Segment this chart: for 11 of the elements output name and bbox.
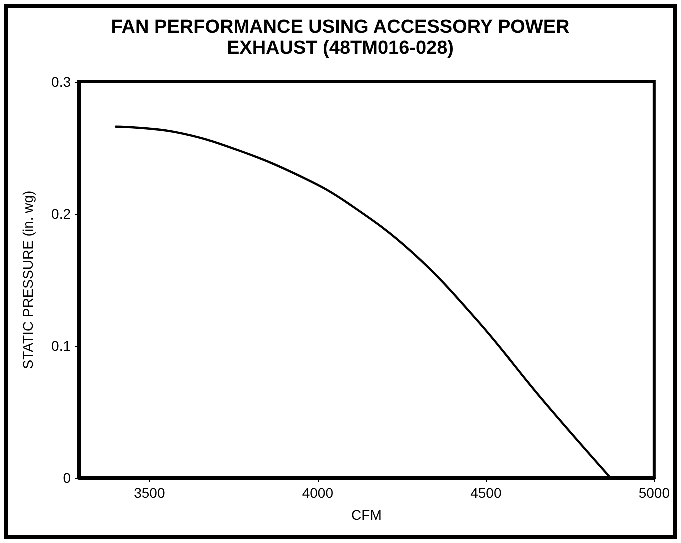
x-tick-label: 5000	[638, 485, 670, 501]
y-tick-label: 0.2	[52, 206, 72, 222]
x-tick-label: 4500	[470, 485, 502, 501]
y-axis-title: STATIC PRESSURE (in. wg)	[20, 190, 36, 370]
y-tick-label: 0	[63, 470, 72, 486]
x-axis-title: CFM	[352, 507, 382, 523]
x-tick-label: 4000	[302, 485, 334, 501]
chart-title: FAN PERFORMANCE USING ACCESSORY POWER EXHAUST (48TM016-028)	[111, 17, 570, 59]
y-tick-label: 0.1	[52, 338, 72, 354]
y-tick-label: 0.3	[52, 74, 72, 90]
x-tick-label: 3500	[134, 485, 166, 501]
